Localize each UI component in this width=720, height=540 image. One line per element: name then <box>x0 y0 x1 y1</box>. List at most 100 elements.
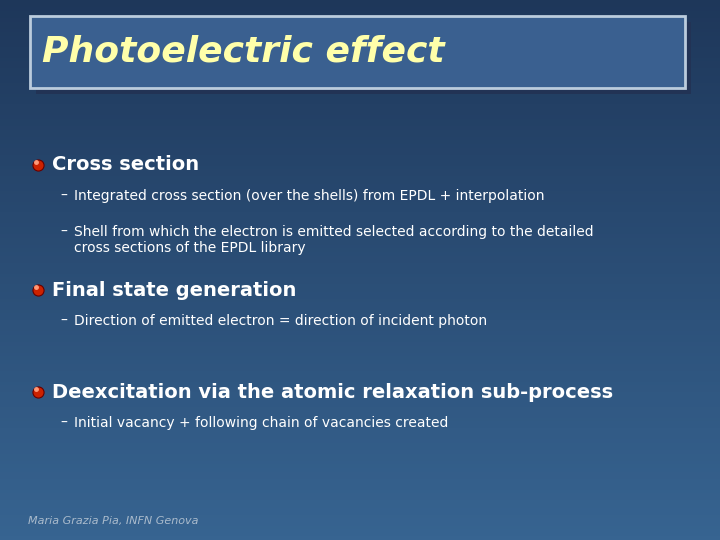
Bar <box>0 32 720 36</box>
Bar <box>0 25 720 29</box>
Bar <box>0 201 720 205</box>
Bar <box>0 292 720 295</box>
FancyBboxPatch shape <box>36 22 691 94</box>
Bar <box>0 205 720 209</box>
Bar <box>0 479 720 482</box>
Bar <box>0 50 720 54</box>
Bar <box>0 497 720 501</box>
Bar <box>0 223 720 227</box>
Bar <box>0 126 720 130</box>
Bar <box>0 79 720 83</box>
Bar <box>0 86 720 90</box>
Bar <box>0 389 720 393</box>
Bar <box>0 104 720 108</box>
Bar <box>0 414 720 417</box>
Bar <box>0 119 720 123</box>
Bar <box>0 173 720 177</box>
Bar <box>0 255 720 259</box>
Bar <box>0 241 720 245</box>
Bar <box>0 313 720 317</box>
Bar <box>0 450 720 454</box>
Bar <box>0 306 720 309</box>
Bar <box>0 43 720 47</box>
Bar <box>0 194 720 198</box>
Bar <box>0 371 720 374</box>
Bar <box>0 191 720 194</box>
Text: Maria Grazia Pia, INFN Genova: Maria Grazia Pia, INFN Genova <box>28 516 199 526</box>
Bar <box>0 299 720 302</box>
Bar <box>0 137 720 140</box>
Bar <box>0 0 720 4</box>
Bar <box>0 47 720 50</box>
Bar <box>0 259 720 263</box>
Bar <box>0 417 720 421</box>
Bar <box>0 410 720 414</box>
Bar <box>0 360 720 363</box>
Bar <box>0 54 720 58</box>
Bar <box>0 346 720 349</box>
Bar <box>0 115 720 119</box>
Bar <box>0 4 720 7</box>
Bar <box>0 252 720 255</box>
Text: Deexcitation via the atomic relaxation sub-process: Deexcitation via the atomic relaxation s… <box>52 382 613 402</box>
Bar <box>0 245 720 248</box>
Text: –: – <box>60 225 67 239</box>
Text: Initial vacancy + following chain of vacancies created: Initial vacancy + following chain of vac… <box>74 416 449 430</box>
Bar <box>0 69 720 72</box>
Bar <box>0 108 720 112</box>
Bar <box>0 490 720 493</box>
Bar <box>0 468 720 471</box>
Bar <box>0 515 720 518</box>
Bar <box>0 508 720 511</box>
Bar <box>0 432 720 436</box>
Bar <box>0 425 720 428</box>
Bar <box>0 396 720 400</box>
Bar <box>0 400 720 403</box>
Bar <box>0 158 720 162</box>
Bar <box>0 238 720 241</box>
Bar <box>0 234 720 238</box>
Bar <box>0 288 720 292</box>
Bar <box>0 123 720 126</box>
Bar <box>0 464 720 468</box>
Bar <box>0 72 720 76</box>
Bar <box>0 101 720 104</box>
Bar <box>0 11 720 15</box>
Bar <box>0 65 720 69</box>
Bar <box>0 277 720 281</box>
Bar <box>0 285 720 288</box>
Bar <box>0 403 720 407</box>
Bar <box>0 97 720 101</box>
Bar <box>0 83 720 86</box>
Text: Shell from which the electron is emitted selected according to the detailed: Shell from which the electron is emitted… <box>74 225 593 239</box>
Bar <box>0 486 720 490</box>
Bar <box>0 177 720 180</box>
Bar <box>0 356 720 360</box>
Text: –: – <box>60 189 67 203</box>
Bar <box>0 281 720 285</box>
Bar <box>0 374 720 378</box>
Bar <box>0 457 720 461</box>
Bar <box>0 302 720 306</box>
Bar <box>0 501 720 504</box>
Bar <box>0 155 720 158</box>
Bar <box>0 58 720 61</box>
Bar <box>0 36 720 39</box>
Bar <box>0 382 720 385</box>
Bar <box>0 266 720 270</box>
Bar <box>0 529 720 533</box>
Text: cross sections of the EPDL library: cross sections of the EPDL library <box>74 241 305 255</box>
Bar <box>0 295 720 299</box>
Text: Direction of emitted electron = direction of incident photon: Direction of emitted electron = directio… <box>74 314 487 328</box>
Bar <box>0 198 720 201</box>
Bar <box>0 428 720 432</box>
Bar <box>0 471 720 475</box>
Bar <box>0 29 720 32</box>
Bar <box>0 533 720 536</box>
Bar <box>0 511 720 515</box>
Bar <box>0 61 720 65</box>
Bar <box>0 461 720 464</box>
Bar <box>0 15 720 18</box>
Text: Integrated cross section (over the shells) from EPDL + interpolation: Integrated cross section (over the shell… <box>74 189 544 203</box>
Bar <box>0 220 720 223</box>
